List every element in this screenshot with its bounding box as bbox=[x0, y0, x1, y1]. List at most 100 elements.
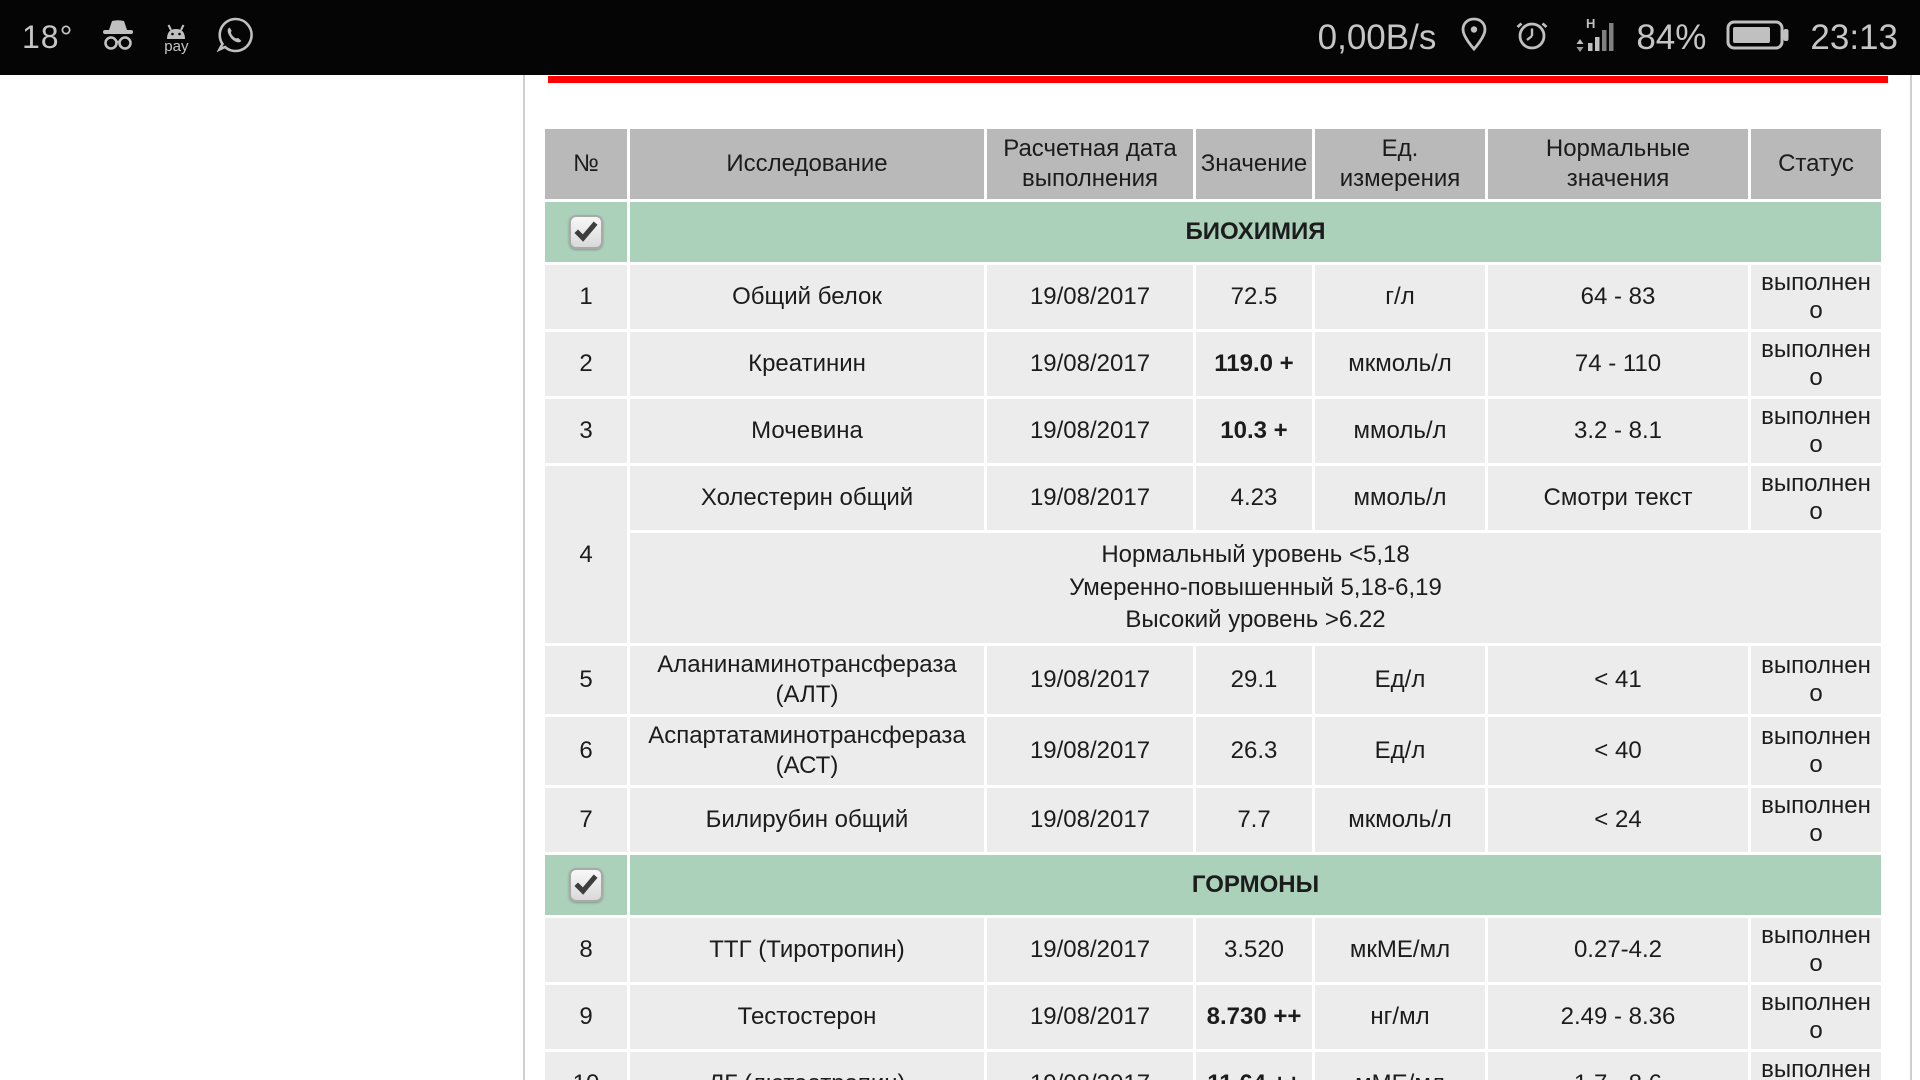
test-value: 119.0 + bbox=[1196, 332, 1312, 396]
test-date: 19/08/2017 bbox=[987, 399, 1193, 463]
battery-icon bbox=[1726, 17, 1790, 58]
row-number: 10 bbox=[545, 1052, 627, 1080]
header-test: Исследование bbox=[630, 129, 984, 199]
browser-page: № Исследование Расчетная дата выполнения… bbox=[0, 75, 1920, 1080]
status-label: выполнено bbox=[1751, 399, 1881, 463]
header-date: Расчетная дата выполнения bbox=[987, 129, 1193, 199]
test-name: Аспартатаминотрансфераза (АСТ) bbox=[630, 717, 984, 785]
status-label: выполнено bbox=[1751, 985, 1881, 1049]
test-name: Мочевина bbox=[630, 399, 984, 463]
status-label: выполнено bbox=[1751, 646, 1881, 714]
row-number: 1 bbox=[545, 265, 627, 329]
test-name: Тестостерон bbox=[630, 985, 984, 1049]
normal-range: < 24 bbox=[1488, 788, 1748, 852]
header-normal: Нормальные значения bbox=[1488, 129, 1748, 199]
normal-range: < 40 bbox=[1488, 717, 1748, 785]
test-value: 8.730 ++ bbox=[1196, 985, 1312, 1049]
section-header-row: ГОРМОНЫ bbox=[545, 855, 1881, 915]
note-line: Нормальный уровень <5,18 bbox=[1101, 541, 1410, 569]
row-number: 6 bbox=[545, 717, 627, 785]
incognito-icon bbox=[99, 18, 137, 57]
test-date: 19/08/2017 bbox=[987, 646, 1193, 714]
test-value: 3.520 bbox=[1196, 918, 1312, 982]
normal-range: 74 - 110 bbox=[1488, 332, 1748, 396]
section-title: ГОРМОНЫ bbox=[630, 855, 1881, 915]
result-row: 6 Аспартатаминотрансфераза (АСТ) 19/08/2… bbox=[545, 717, 1881, 785]
result-row: 1 Общий белок 19/08/2017 72.5 г/л 64 - 8… bbox=[545, 265, 1881, 329]
status-bar-left: 18° pay bbox=[22, 15, 255, 60]
network-speed-label: 0,00B/s bbox=[1317, 17, 1437, 57]
android-pay-label: pay bbox=[164, 38, 189, 55]
test-date: 19/08/2017 bbox=[987, 985, 1193, 1049]
normal-range: 1.7 - 8.6 bbox=[1488, 1052, 1748, 1080]
test-unit: мкмоль/л bbox=[1315, 788, 1485, 852]
test-date: 19/08/2017 bbox=[987, 332, 1193, 396]
status-label: выполнено bbox=[1751, 265, 1881, 329]
test-value: 4.23 bbox=[1196, 466, 1312, 530]
test-unit: ммоль/л bbox=[1315, 399, 1485, 463]
test-unit: Ед/л bbox=[1315, 717, 1485, 785]
result-row: 2 Креатинин 19/08/2017 119.0 + мкмоль/л … bbox=[545, 332, 1881, 396]
header-status: Статус bbox=[1751, 129, 1881, 199]
test-unit: г/л bbox=[1315, 265, 1485, 329]
row-number: 9 bbox=[545, 985, 627, 1049]
header-unit: Ед. измерения bbox=[1315, 129, 1485, 199]
normal-range: 0.27-4.2 bbox=[1488, 918, 1748, 982]
result-row: 5 Аланинаминотрансфераза (АЛТ) 19/08/201… bbox=[545, 646, 1881, 714]
result-row: 10 ЛГ (лютеотропин) 19/08/2017 11.64 ++ … bbox=[545, 1052, 1881, 1080]
test-date: 19/08/2017 bbox=[987, 717, 1193, 785]
section-checkbox[interactable] bbox=[569, 215, 603, 249]
row-number: 5 bbox=[545, 646, 627, 714]
section-checkbox[interactable] bbox=[569, 868, 603, 902]
test-name: ЛГ (лютеотропин) bbox=[630, 1052, 984, 1080]
alarm-icon bbox=[1512, 15, 1552, 60]
row-number: 8 bbox=[545, 918, 627, 982]
note-line: Умеренно-повышенный 5,18-6,19 bbox=[1069, 573, 1442, 601]
clock-label: 23:13 bbox=[1810, 17, 1898, 57]
normal-range: < 41 bbox=[1488, 646, 1748, 714]
test-value: 7.7 bbox=[1196, 788, 1312, 852]
page-left-border bbox=[523, 75, 525, 1080]
test-value: 72.5 bbox=[1196, 265, 1312, 329]
red-divider-rule bbox=[548, 76, 1888, 83]
status-label: выполнено bbox=[1751, 332, 1881, 396]
android-status-bar: 18° pay bbox=[0, 0, 1920, 75]
note-text: Нормальный уровень <5,18 Умеренно-повышен… bbox=[630, 533, 1881, 643]
status-label: выполнено bbox=[1751, 788, 1881, 852]
test-name: Холестерин общий bbox=[630, 466, 984, 530]
result-row: 9 Тестостерон 19/08/2017 8.730 ++ нг/мл … bbox=[545, 985, 1881, 1049]
test-unit: ммоль/л bbox=[1315, 466, 1485, 530]
section-checkbox-cell bbox=[545, 202, 627, 262]
checkmark-icon bbox=[574, 221, 598, 242]
mobile-signal-icon: H bbox=[1572, 15, 1616, 60]
page-right-border bbox=[1910, 75, 1912, 1080]
status-label: выполнено bbox=[1751, 466, 1881, 530]
test-date: 19/08/2017 bbox=[987, 918, 1193, 982]
result-row: 7 Билирубин общий 19/08/2017 7.7 мкмоль/… bbox=[545, 788, 1881, 852]
test-name: Общий белок bbox=[630, 265, 984, 329]
section-checkbox-cell bbox=[545, 855, 627, 915]
test-date: 19/08/2017 bbox=[987, 265, 1193, 329]
test-unit: нг/мл bbox=[1315, 985, 1485, 1049]
test-date: 19/08/2017 bbox=[987, 1052, 1193, 1080]
result-row: 4 Холестерин общий 19/08/2017 4.23 ммоль… bbox=[545, 466, 1881, 643]
row-number: 7 bbox=[545, 788, 627, 852]
lab-results-table: № Исследование Расчетная дата выполнения… bbox=[542, 126, 1884, 1080]
table-header-row: № Исследование Расчетная дата выполнения… bbox=[545, 129, 1881, 199]
note-row: Нормальный уровень <5,18 Умеренно-повышен… bbox=[545, 533, 1881, 643]
result-row: 3 Мочевина 19/08/2017 10.3 + ммоль/л 3.2… bbox=[545, 399, 1881, 463]
svg-text:H: H bbox=[1586, 16, 1595, 31]
test-value: 29.1 bbox=[1196, 646, 1312, 714]
test-name: Аланинаминотрансфераза (АЛТ) bbox=[630, 646, 984, 714]
status-label: выполнено bbox=[1751, 1052, 1881, 1080]
status-bar-right: 0,00B/s H bbox=[1318, 15, 1898, 60]
location-icon bbox=[1456, 15, 1492, 60]
section-title: БИОХИМИЯ bbox=[630, 202, 1881, 262]
test-unit: Ед/л bbox=[1315, 646, 1485, 714]
header-number: № bbox=[545, 129, 627, 199]
header-value: Значение bbox=[1196, 129, 1312, 199]
test-unit: мкМЕ/мл bbox=[1315, 918, 1485, 982]
normal-range: 3.2 - 8.1 bbox=[1488, 399, 1748, 463]
note-line: Высокий уровень >6.22 bbox=[1125, 606, 1386, 634]
temperature-label: 18° bbox=[22, 19, 74, 55]
